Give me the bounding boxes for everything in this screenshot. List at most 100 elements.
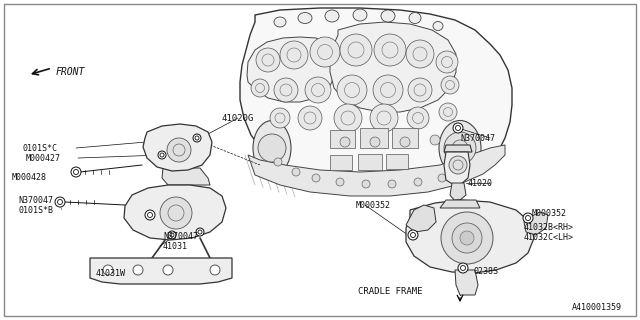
Ellipse shape <box>353 9 367 21</box>
Ellipse shape <box>253 121 291 175</box>
Circle shape <box>414 178 422 186</box>
Polygon shape <box>124 185 226 240</box>
Text: N370047: N370047 <box>18 196 53 204</box>
Polygon shape <box>450 183 466 200</box>
Bar <box>358 154 382 170</box>
Text: 0101S*C: 0101S*C <box>22 143 57 153</box>
Circle shape <box>388 180 396 188</box>
Circle shape <box>210 265 220 275</box>
Circle shape <box>456 125 461 131</box>
Circle shape <box>198 230 202 234</box>
Circle shape <box>337 75 367 105</box>
Circle shape <box>438 174 446 182</box>
Circle shape <box>163 265 173 275</box>
Circle shape <box>167 138 191 162</box>
Text: FRONT: FRONT <box>56 67 85 77</box>
Ellipse shape <box>381 10 395 22</box>
Ellipse shape <box>274 17 286 27</box>
Circle shape <box>523 213 533 223</box>
Circle shape <box>452 223 482 253</box>
Circle shape <box>461 266 465 270</box>
Circle shape <box>292 168 300 176</box>
Circle shape <box>334 104 362 132</box>
Circle shape <box>362 180 370 188</box>
Circle shape <box>406 40 434 68</box>
Circle shape <box>444 132 476 164</box>
Circle shape <box>270 108 290 128</box>
Text: N370047: N370047 <box>163 231 198 241</box>
Circle shape <box>256 48 280 72</box>
Polygon shape <box>90 258 232 284</box>
Circle shape <box>195 136 199 140</box>
Ellipse shape <box>298 12 312 23</box>
Bar <box>386 154 408 169</box>
Polygon shape <box>248 145 505 196</box>
Text: 41032C<LH>: 41032C<LH> <box>524 233 574 242</box>
Circle shape <box>525 215 531 220</box>
Circle shape <box>441 76 459 94</box>
Circle shape <box>103 265 113 275</box>
Circle shape <box>274 78 298 102</box>
Circle shape <box>74 170 79 174</box>
Circle shape <box>454 166 462 174</box>
Circle shape <box>158 151 166 159</box>
Circle shape <box>340 34 372 66</box>
Circle shape <box>340 137 350 147</box>
Circle shape <box>370 104 398 132</box>
Circle shape <box>370 137 380 147</box>
Text: M000428: M000428 <box>12 172 47 181</box>
Text: 41020: 41020 <box>468 179 493 188</box>
Circle shape <box>305 77 331 103</box>
Circle shape <box>410 233 415 237</box>
Ellipse shape <box>433 21 443 30</box>
Circle shape <box>55 197 65 207</box>
Circle shape <box>251 79 269 97</box>
Polygon shape <box>440 200 480 208</box>
Circle shape <box>170 233 174 237</box>
Text: 41031: 41031 <box>163 242 188 251</box>
Polygon shape <box>143 124 212 171</box>
Circle shape <box>373 75 403 105</box>
Circle shape <box>160 153 164 157</box>
Bar <box>330 155 352 170</box>
Circle shape <box>133 265 143 275</box>
Circle shape <box>441 212 493 264</box>
Circle shape <box>458 263 468 273</box>
Circle shape <box>258 134 286 162</box>
Circle shape <box>280 41 308 69</box>
Circle shape <box>193 134 201 142</box>
Polygon shape <box>247 37 334 102</box>
Circle shape <box>455 150 465 160</box>
Circle shape <box>407 107 429 129</box>
Text: 0101S*B: 0101S*B <box>18 205 53 214</box>
Circle shape <box>168 231 176 239</box>
Polygon shape <box>406 205 436 232</box>
Ellipse shape <box>409 12 421 23</box>
Bar <box>360 128 388 148</box>
Circle shape <box>147 212 152 218</box>
Circle shape <box>430 135 440 145</box>
Text: 41032B<RH>: 41032B<RH> <box>524 222 574 231</box>
Bar <box>330 130 355 148</box>
Circle shape <box>160 197 192 229</box>
Text: 41020G: 41020G <box>222 114 254 123</box>
Text: M000352: M000352 <box>532 209 567 218</box>
Ellipse shape <box>439 121 481 175</box>
Circle shape <box>336 178 344 186</box>
Circle shape <box>196 228 204 236</box>
Text: 41031W: 41031W <box>96 269 126 278</box>
Bar <box>392 128 418 148</box>
Circle shape <box>408 230 418 240</box>
Polygon shape <box>524 212 548 235</box>
Polygon shape <box>455 270 478 295</box>
Ellipse shape <box>325 10 339 22</box>
Circle shape <box>374 34 406 66</box>
Circle shape <box>400 137 410 147</box>
Text: A410001359: A410001359 <box>572 303 622 313</box>
Circle shape <box>58 199 63 204</box>
Circle shape <box>449 156 467 174</box>
Circle shape <box>274 158 282 166</box>
Circle shape <box>71 167 81 177</box>
Polygon shape <box>162 168 210 185</box>
Polygon shape <box>330 22 456 112</box>
